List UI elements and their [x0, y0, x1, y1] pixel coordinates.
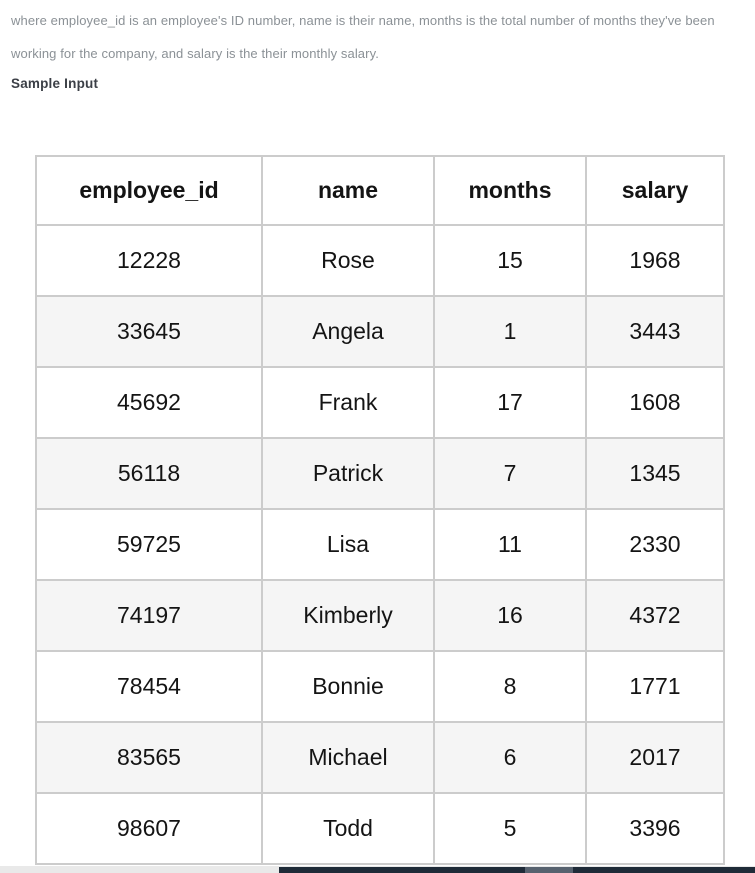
- table-cell: Lisa: [261, 508, 435, 581]
- table-cell: Angela: [261, 295, 435, 368]
- column-header-salary: salary: [585, 155, 725, 226]
- table-row: 98607 Todd 5 3396: [35, 792, 725, 865]
- table-cell: 3396: [585, 792, 725, 865]
- sample-input-table: employee_id name months salary 12228 Rose…: [35, 155, 725, 865]
- table-cell: Frank: [261, 366, 435, 439]
- table-row: 74197 Kimberly 16 4372: [35, 579, 725, 652]
- description-line: working for the company, and salary is t…: [11, 46, 379, 61]
- table-cell: 17: [433, 366, 587, 439]
- table-cell: 33645: [35, 295, 263, 368]
- table-row: 59725 Lisa 11 2330: [35, 508, 725, 581]
- horizontal-scrollbar[interactable]: [279, 867, 755, 873]
- table-cell: 56118: [35, 437, 263, 510]
- table-cell: 1968: [585, 224, 725, 297]
- table-cell: 16: [433, 579, 587, 652]
- column-header-name: name: [261, 155, 435, 226]
- table-row: 12228 Rose 15 1968: [35, 224, 725, 297]
- table-cell: Patrick: [261, 437, 435, 510]
- table-cell: 4372: [585, 579, 725, 652]
- table-row: 56118 Patrick 7 1345: [35, 437, 725, 510]
- table-cell: 45692: [35, 366, 263, 439]
- table-cell: 7: [433, 437, 587, 510]
- table-cell: 15: [433, 224, 587, 297]
- table-cell: 59725: [35, 508, 263, 581]
- table-header-row: employee_id name months salary: [35, 155, 725, 226]
- table-row: 45692 Frank 17 1608: [35, 366, 725, 439]
- bottom-strip: [0, 866, 755, 873]
- table-cell: 11: [433, 508, 587, 581]
- table-cell: 1608: [585, 366, 725, 439]
- table-cell: 8: [433, 650, 587, 723]
- sample-table-body: 12228 Rose 15 1968 33645 Angela 1 3443 45692 Fran…: [35, 224, 725, 865]
- table-cell: 12228: [35, 224, 263, 297]
- table-cell: Todd: [261, 792, 435, 865]
- table-cell: Kimberly: [261, 579, 435, 652]
- sample-input-heading: Sample Input: [11, 76, 99, 91]
- table-cell: 1345: [585, 437, 725, 510]
- column-header-months: months: [433, 155, 587, 226]
- table-cell: 1771: [585, 650, 725, 723]
- table-cell: 6: [433, 721, 587, 794]
- table-cell: 5: [433, 792, 587, 865]
- description-line: where employee_id is an employee's ID nu…: [11, 13, 715, 28]
- table-row: 78454 Bonnie 8 1771: [35, 650, 725, 723]
- table-cell: 98607: [35, 792, 263, 865]
- table-cell: 74197: [35, 579, 263, 652]
- table-cell: 1: [433, 295, 587, 368]
- table-cell: 2017: [585, 721, 725, 794]
- table-cell: 83565: [35, 721, 263, 794]
- table-cell: 2330: [585, 508, 725, 581]
- column-header-employee-id: employee_id: [35, 155, 263, 226]
- table-cell: Bonnie: [261, 650, 435, 723]
- scrollbar-thumb[interactable]: [525, 867, 573, 873]
- table-cell: 78454: [35, 650, 263, 723]
- problem-description: where employee_id is an employee's ID nu…: [11, 4, 751, 70]
- table-row: 33645 Angela 1 3443: [35, 295, 725, 368]
- table-cell: 3443: [585, 295, 725, 368]
- table-cell: Michael: [261, 721, 435, 794]
- table-cell: Rose: [261, 224, 435, 297]
- table-row: 83565 Michael 6 2017: [35, 721, 725, 794]
